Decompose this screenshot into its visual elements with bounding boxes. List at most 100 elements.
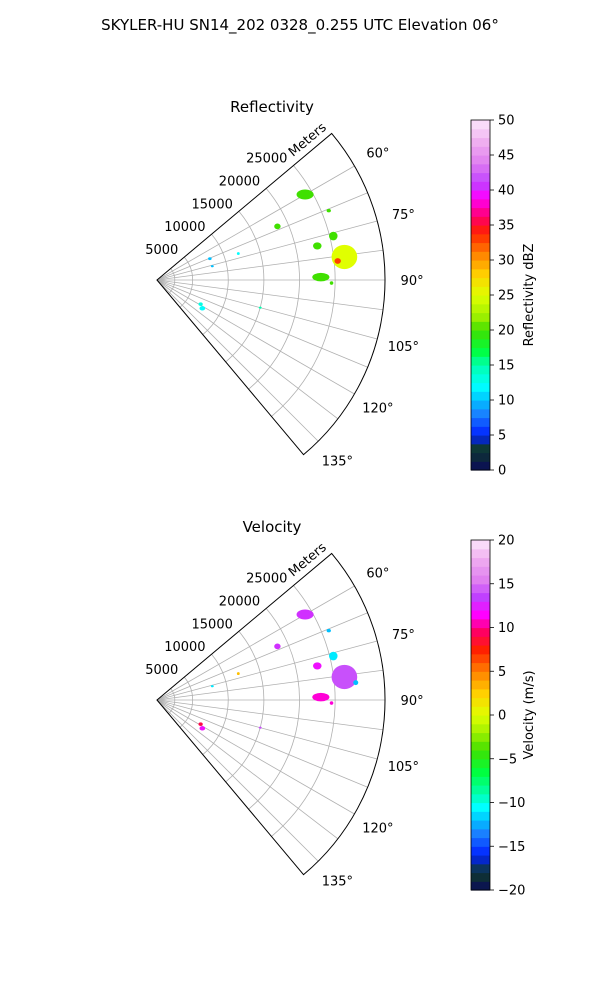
colorbar-segment [471, 382, 490, 392]
colorbar-segment [471, 461, 490, 471]
azimuth-gridline [156, 220, 378, 281]
echo-cell [313, 242, 322, 250]
colorbar-segment [471, 767, 490, 777]
echo-cell [312, 272, 330, 282]
echo-cell [210, 265, 214, 268]
colorbar-tick-label: 5 [498, 429, 506, 444]
radial-tick-label: 15000 [192, 617, 233, 632]
azimuth-gridline [156, 699, 355, 815]
echo-cell [326, 208, 331, 213]
colorbar-segment [471, 225, 490, 235]
colorbar-tick-label: 40 [498, 184, 515, 199]
colorbar-segment [471, 190, 490, 200]
azimuth-gridline [156, 699, 368, 788]
radial-tick-label: 5000 [145, 243, 178, 258]
sector-background [157, 133, 386, 455]
echo-cell [329, 281, 334, 285]
echo-cell [326, 628, 331, 633]
colorbar-segment [471, 435, 490, 445]
colorbar-segment [471, 137, 490, 147]
radial-tick-label: 20000 [219, 174, 260, 189]
colorbar-segment [471, 373, 490, 384]
colorbar-segment [471, 706, 490, 716]
radial-tick-label: 10000 [164, 640, 205, 655]
azimuth-gridline [156, 699, 378, 760]
colorbar-segment [471, 855, 490, 865]
colorbar-segment [471, 618, 490, 629]
colorbar-segment [471, 128, 490, 139]
range-ring [271, 165, 336, 417]
azimuth-tick-label: 75° [392, 628, 415, 643]
colorbar-tick-label: 20 [498, 324, 515, 339]
colorbar-segment [471, 391, 490, 401]
colorbar-segment [471, 286, 490, 296]
echo-cell [199, 306, 206, 311]
colorbar-label: Velocity (m/s) [522, 670, 537, 759]
azimuth-gridline [156, 699, 319, 862]
azimuth-gridline [156, 279, 368, 368]
radial-tick-label: 15000 [192, 197, 233, 212]
echo-cell [331, 664, 358, 690]
sector-outline [156, 132, 386, 456]
echo-cell [313, 662, 322, 670]
radial-tick-label: 25000 [246, 572, 287, 587]
colorbar-tick-label: 35 [498, 219, 515, 234]
range-ring [168, 268, 176, 294]
colorbar-segment [471, 837, 490, 847]
echo-cell [198, 302, 203, 306]
colorbar-segment [471, 426, 490, 436]
colorbar-segment [471, 601, 490, 611]
echo-cell [353, 680, 359, 686]
colorbar-segment [471, 216, 490, 226]
colorbar-segment [471, 295, 490, 305]
colorbar-segment [471, 303, 490, 314]
colorbar-tick-label: −15 [498, 840, 525, 855]
echo-cell [334, 258, 341, 264]
echo-cell [312, 692, 330, 702]
colorbar-segment [471, 872, 490, 882]
echo-cell [208, 257, 212, 261]
colorbar-segment [471, 688, 490, 699]
azimuth-tick-label: 120° [362, 402, 393, 417]
colorbar-segment [471, 583, 490, 594]
colorbar-tick-label: 5 [498, 665, 506, 680]
echo-cell [274, 643, 281, 650]
echo-cell [258, 726, 262, 729]
colorbar-segment [471, 443, 490, 454]
azimuth-tick-label: 60° [366, 146, 389, 161]
colorbar-segment [471, 636, 490, 646]
range-ring [225, 211, 265, 363]
colorbar-segment [471, 268, 490, 279]
colorbar-segment [471, 548, 490, 559]
radial-tick-label: 5000 [145, 663, 178, 678]
colorbar-segment [471, 452, 490, 462]
colorbar-segment [471, 741, 490, 751]
colorbar-segment [471, 566, 490, 576]
colorbar-segment [471, 653, 490, 664]
colorbar-segment [471, 662, 490, 672]
chart-panel-0: Reflectivity500010000150002000025000Mete… [145, 98, 537, 479]
colorbar-segment [471, 802, 490, 812]
colorbar-segment [471, 365, 490, 375]
colorbar-tick-label: −20 [498, 884, 525, 899]
colorbar-segment [471, 207, 490, 217]
azimuth-tick-label: 120° [362, 822, 393, 837]
azimuth-tick-label: 90° [401, 274, 424, 289]
azimuth-tick-label: 75° [392, 208, 415, 223]
colorbar-segment [471, 811, 490, 821]
colorbar-label: Reflectivity dBZ [522, 244, 537, 347]
colorbar-segment [471, 347, 490, 357]
echo-cell [258, 306, 262, 309]
range-ring [225, 631, 265, 783]
colorbar-segment [471, 785, 490, 795]
range-ring [202, 653, 229, 755]
azimuth-gridline [156, 279, 319, 442]
azimuth-tick-label: 105° [388, 340, 419, 355]
colorbar-segment [471, 155, 490, 165]
chart-title: Reflectivity [230, 98, 314, 116]
colorbar-segment [471, 846, 490, 856]
colorbar-segment [471, 338, 490, 349]
colorbar-segment [471, 321, 490, 331]
